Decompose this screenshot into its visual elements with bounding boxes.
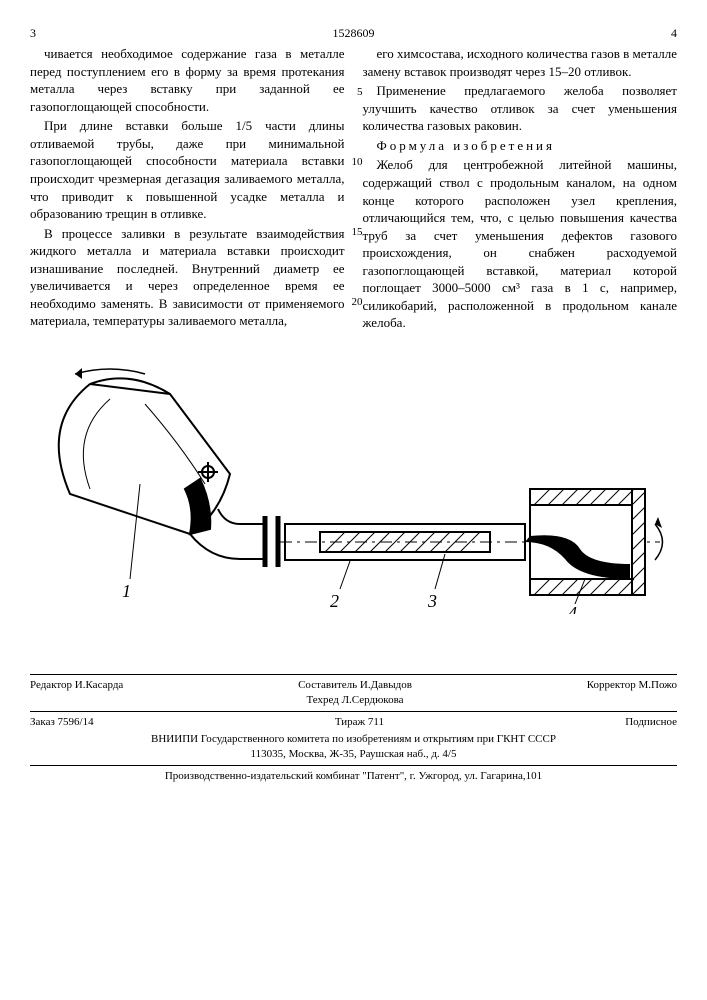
footer-order: Заказ 7596/14 bbox=[30, 715, 94, 730]
footer-corrector: Корректор М.Пожо bbox=[587, 678, 677, 708]
line-5: 5 bbox=[349, 85, 363, 100]
footer-editor: Редактор И.Касарда bbox=[30, 678, 123, 708]
left-column: чивается необходимое содержание газа в м… bbox=[30, 45, 345, 334]
right-p3: Желоб для центробежной литейной машины, … bbox=[363, 156, 678, 331]
right-p1: его химсостава, исходного количества газ… bbox=[363, 45, 678, 80]
footer-tech: Техред Л.Сердюкова bbox=[306, 694, 403, 706]
footer: Редактор И.Касарда Составитель И.Давыдов… bbox=[30, 674, 677, 784]
footer-vniipi2: 113035, Москва, Ж-35, Раушская наб., д. … bbox=[251, 748, 457, 760]
left-p2: При длине вставки больше 1/5 части длины… bbox=[30, 117, 345, 222]
text-columns: чивается необходимое содержание газа в м… bbox=[30, 45, 677, 334]
footer-tirazh: Тираж 711 bbox=[335, 715, 384, 730]
line-15: 15 bbox=[349, 225, 363, 240]
fig-label-2: 2 bbox=[330, 591, 339, 611]
line-numbers: 5 10 15 20 bbox=[349, 45, 363, 309]
footer-publisher: Производственно-издательский комбинат "П… bbox=[30, 769, 677, 784]
fig-label-3: 3 bbox=[427, 591, 437, 611]
footer-vniipi1: ВНИИПИ Государственного комитета по изоб… bbox=[151, 733, 556, 745]
line-20: 20 bbox=[349, 295, 363, 310]
right-p2: Применение предлагаемого желоба позволяе… bbox=[363, 82, 678, 135]
left-p3: В процессе заливки в результате взаимоде… bbox=[30, 225, 345, 330]
patent-number: 1528609 bbox=[333, 25, 375, 41]
right-page-num: 4 bbox=[671, 25, 677, 41]
left-page-num: 3 bbox=[30, 25, 36, 41]
fig-label-4: 4 bbox=[568, 603, 577, 614]
footer-compiler: Составитель И.Давыдов bbox=[298, 679, 412, 691]
footer-podpisnoe: Подписное bbox=[625, 715, 677, 730]
line-10: 10 bbox=[349, 155, 363, 170]
patent-figure: 1 2 3 4 bbox=[30, 364, 677, 614]
right-column: 5 10 15 20 его химсостава, исходного кол… bbox=[363, 45, 678, 334]
formula-heading: Формула изобретения bbox=[363, 137, 678, 155]
fig-label-1: 1 bbox=[122, 581, 131, 601]
page-header: 3 1528609 4 bbox=[30, 25, 677, 41]
figure-svg: 1 2 3 4 bbox=[30, 364, 670, 614]
left-p1: чивается необходимое содержание газа в м… bbox=[30, 45, 345, 115]
